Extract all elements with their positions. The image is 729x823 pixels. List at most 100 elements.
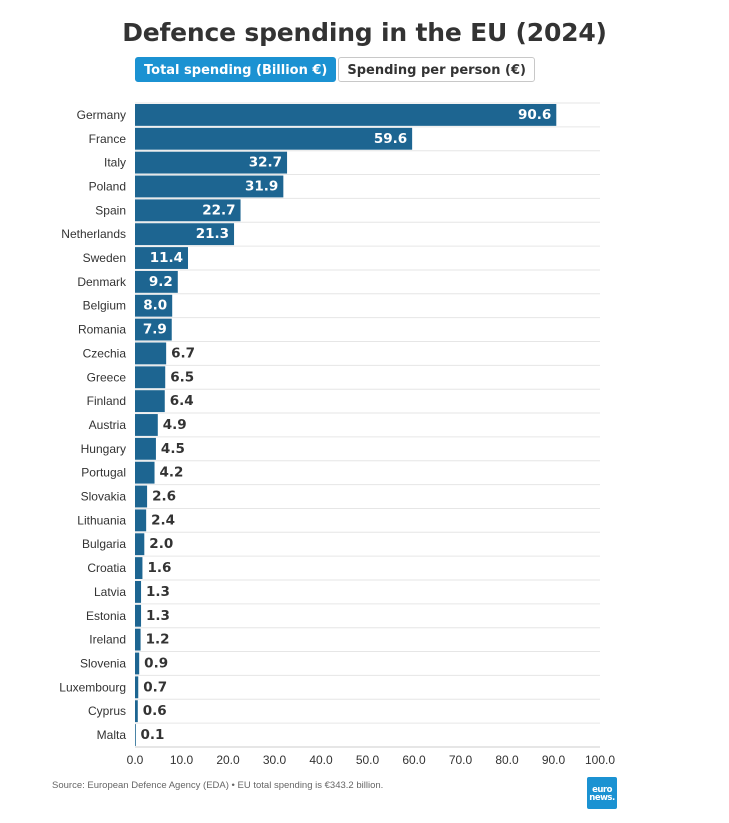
bar xyxy=(135,485,148,508)
value-label: 0.6 xyxy=(143,703,167,719)
value-label: 6.7 xyxy=(171,345,195,361)
bar xyxy=(135,628,141,651)
value-label: 9.2 xyxy=(149,274,173,290)
category-label: Austria xyxy=(89,418,127,432)
source-note: Source: European Defence Agency (EDA) • … xyxy=(52,780,384,791)
bar xyxy=(135,724,136,746)
category-label: Poland xyxy=(89,179,126,193)
value-label: 6.5 xyxy=(170,369,194,385)
x-tick-label: 60.0 xyxy=(402,753,426,767)
bar xyxy=(135,581,142,603)
category-label: Finland xyxy=(87,394,126,408)
category-label: Italy xyxy=(104,156,126,170)
x-tick-label: 20.0 xyxy=(216,753,240,767)
bar xyxy=(135,318,172,341)
bar xyxy=(135,533,145,556)
value-label: 0.7 xyxy=(143,679,167,695)
bar xyxy=(135,223,235,246)
bar xyxy=(135,557,143,579)
bar xyxy=(135,652,140,675)
euronews-logo[interactable]: euro news. xyxy=(587,777,617,809)
bar xyxy=(135,390,165,413)
value-label: 1.2 xyxy=(146,632,170,648)
category-label: Luxembourg xyxy=(59,680,126,694)
metric-tabs: Total spending (Billion €) Spending per … xyxy=(135,57,535,82)
value-label: 11.4 xyxy=(150,250,183,266)
category-label: Romania xyxy=(78,323,126,337)
x-tick-label: 80.0 xyxy=(495,753,519,767)
value-label: 7.9 xyxy=(143,322,167,338)
category-label: Malta xyxy=(97,728,127,742)
x-tick-label: 100.0 xyxy=(585,753,615,767)
bar xyxy=(135,175,284,198)
category-label: Denmark xyxy=(77,275,127,289)
category-label: France xyxy=(89,132,127,146)
category-label: Belgium xyxy=(83,299,126,313)
value-label: 4.5 xyxy=(161,441,185,457)
bar xyxy=(135,414,158,436)
value-label: 0.9 xyxy=(144,655,168,671)
category-label: Hungary xyxy=(81,442,126,456)
bar xyxy=(135,342,167,365)
category-label: Ireland xyxy=(89,633,126,647)
value-label: 22.7 xyxy=(202,202,235,218)
value-label: 31.9 xyxy=(245,178,278,194)
x-tick-label: 0.0 xyxy=(127,753,144,767)
tab-total-spending[interactable]: Total spending (Billion €) xyxy=(135,57,337,82)
value-label: 2.4 xyxy=(151,512,175,528)
value-label: 21.3 xyxy=(196,226,229,242)
bar xyxy=(135,151,288,174)
x-tick-label: 30.0 xyxy=(263,753,287,767)
x-tick-label: 90.0 xyxy=(542,753,566,767)
category-label: Netherlands xyxy=(61,227,126,241)
value-label: 6.4 xyxy=(170,393,194,409)
bar xyxy=(135,294,173,317)
value-label: 1.6 xyxy=(147,560,171,576)
bar xyxy=(135,247,189,269)
category-label: Slovakia xyxy=(81,490,127,504)
bar xyxy=(135,270,178,293)
category-label: Lithuania xyxy=(77,513,126,527)
category-label: Cyprus xyxy=(88,704,126,718)
value-label: 32.7 xyxy=(249,155,282,171)
x-tick-label: 40.0 xyxy=(309,753,333,767)
logo-text-euro: euro xyxy=(592,785,612,795)
bar xyxy=(135,461,155,484)
value-label: 1.3 xyxy=(146,584,170,600)
logo-text-news: news. xyxy=(589,793,615,803)
value-label: 2.0 xyxy=(149,536,173,552)
value-label: 59.6 xyxy=(374,131,407,147)
category-label: Greece xyxy=(87,370,127,384)
bar xyxy=(135,676,139,699)
bar xyxy=(135,509,147,532)
value-label: 8.0 xyxy=(143,298,167,314)
x-tick-label: 50.0 xyxy=(356,753,380,767)
value-label: 0.1 xyxy=(140,727,164,743)
bar xyxy=(135,437,156,460)
value-label: 4.9 xyxy=(163,417,187,433)
tab-spending-per-person[interactable]: Spending per person (€) xyxy=(338,57,535,82)
bar xyxy=(135,199,241,222)
bar xyxy=(135,127,413,150)
category-label: Bulgaria xyxy=(82,537,126,551)
bar xyxy=(135,700,138,723)
chart-title: Defence spending in the EU (2024) xyxy=(122,18,607,47)
category-label: Czechia xyxy=(83,346,127,360)
bar xyxy=(135,604,142,627)
category-label: Croatia xyxy=(87,561,126,575)
x-tick-label: 10.0 xyxy=(170,753,194,767)
category-label: Sweden xyxy=(83,251,126,265)
bar xyxy=(135,104,557,126)
category-label: Spain xyxy=(95,203,126,217)
value-label: 4.2 xyxy=(160,465,184,481)
value-label: 90.6 xyxy=(518,107,551,123)
x-tick-label: 70.0 xyxy=(449,753,473,767)
bar xyxy=(135,366,166,389)
category-label: Germany xyxy=(77,108,126,122)
category-label: Estonia xyxy=(86,609,126,623)
category-label: Portugal xyxy=(81,466,126,480)
value-label: 2.6 xyxy=(152,489,176,505)
category-label: Slovenia xyxy=(80,656,126,670)
value-label: 1.3 xyxy=(146,608,170,624)
